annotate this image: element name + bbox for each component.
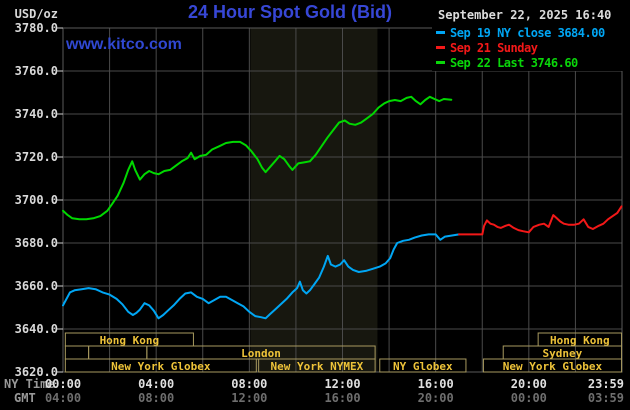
- series-line-sep19: [62, 233, 460, 320]
- x-tick-label-ny: 04:00: [138, 377, 174, 391]
- legend-item: Sep 21 Sunday: [436, 40, 630, 55]
- session-label: Hong Kong: [100, 334, 160, 347]
- y-tick-label: 3680.0: [15, 236, 58, 250]
- x-tick-label-gmt: 04:00: [45, 391, 81, 405]
- session-box: [64, 358, 257, 373]
- x-tick-label-gmt: 12:00: [231, 391, 267, 405]
- session-label: NY Globex: [393, 360, 453, 373]
- x-axis-row-label-gmt: GMT: [14, 391, 36, 405]
- legend-dash-icon: [436, 61, 445, 64]
- chart-datetime: September 22, 2025 16:40: [438, 8, 612, 22]
- session-label: New York Globex: [111, 360, 211, 373]
- x-tick-label-ny: 08:00: [231, 377, 267, 391]
- session-box: [258, 358, 376, 373]
- chart-title: 24 Hour Spot Gold (Bid): [188, 2, 392, 22]
- x-tick-label-ny: 23:59: [588, 377, 624, 391]
- y-tick-label: 3660.0: [15, 279, 58, 293]
- x-tick-label-ny: 00:00: [45, 377, 81, 391]
- series-line-sep21: [458, 205, 623, 236]
- x-tick-label-gmt: 00:00: [511, 391, 547, 405]
- legend-label: Sep 19 NY close 3684.00: [450, 25, 605, 40]
- session-label: New York NYMEX: [271, 360, 364, 373]
- y-tick-label: 3780.0: [15, 21, 58, 35]
- session-box: [88, 345, 148, 360]
- session-label: London: [241, 347, 281, 360]
- y-tick-label: 3700.0: [15, 193, 58, 207]
- x-tick-label-gmt: 08:00: [138, 391, 174, 405]
- session-label: Sydney: [542, 347, 582, 360]
- x-tick-label-ny: 20:00: [511, 377, 547, 391]
- session-label: Hong Kong: [550, 334, 610, 347]
- legend-label: Sep 22 Last 3746.60: [450, 55, 578, 70]
- x-axis-row-label-ny: NY Time: [4, 377, 55, 391]
- y-tick-label: 3760.0: [15, 64, 58, 78]
- legend-label: Sep 21 Sunday: [450, 40, 538, 55]
- session-box: [379, 358, 467, 373]
- x-tick-label-ny: 16:00: [418, 377, 454, 391]
- y-tick-label: 3720.0: [15, 150, 58, 164]
- x-tick-label-ny: 12:00: [324, 377, 360, 391]
- legend-dash-icon: [436, 31, 445, 34]
- session-box: [482, 358, 623, 373]
- x-tick-label-gmt: 20:00: [418, 391, 454, 405]
- y-tick-label: 3740.0: [15, 107, 58, 121]
- session-box: [64, 345, 90, 360]
- series-line-sep22: [62, 95, 453, 221]
- legend-item: Sep 19 NY close 3684.00: [436, 25, 630, 40]
- y-tick-label: 3620.0: [15, 365, 58, 379]
- legend: Sep 19 NY close 3684.00 Sep 21 Sunday Sep …: [432, 23, 630, 71]
- x-tick-label-gmt: 03:59: [588, 391, 624, 405]
- legend-item: Sep 22 Last 3746.60: [436, 55, 630, 70]
- legend-dash-icon: [436, 46, 445, 49]
- kitco-website-link[interactable]: www.kitco.com: [66, 36, 182, 53]
- y-tick-label: 3640.0: [15, 322, 58, 336]
- x-tick-label-gmt: 16:00: [324, 391, 360, 405]
- y-axis-unit-label: USD/oz: [14, 7, 58, 21]
- session-label: New York Globex: [503, 360, 603, 373]
